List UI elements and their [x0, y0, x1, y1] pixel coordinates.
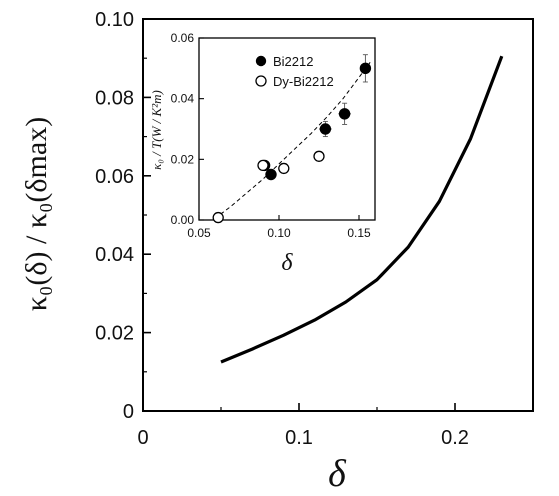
inset-fit-line	[214, 62, 371, 219]
dy-bi2212-point	[212, 211, 224, 224]
main-y-tick-label: 0	[123, 401, 134, 423]
inset-xlabel: δ	[281, 250, 293, 276]
bi2212-point	[359, 62, 372, 75]
main-y-tick-label: 0.02	[95, 323, 134, 345]
dy-bi2212-point	[278, 162, 290, 175]
inset-ylabel: κ₀ / T(W / K²m)	[149, 90, 164, 170]
dy-bi2212-point	[257, 159, 269, 172]
legend-marker-dy-bi2212	[255, 75, 267, 87]
main-x-tick-label: 0	[137, 427, 148, 449]
main-y-tick-label: 0.08	[95, 87, 134, 109]
inset-y-tick-label: 0.02	[171, 152, 195, 166]
inset-fit	[214, 62, 371, 219]
legend-label-bi2212: Bi2212	[273, 54, 313, 69]
inset-x-tick-label: 0.10	[267, 226, 291, 240]
main-plot: 0 0.1 0.2 0 0.02 0.04 0.06 0.08 0.10 δ κ₀(δ) / κ…	[20, 9, 534, 495]
inset-y-tick-label: 0.04	[171, 92, 195, 106]
main-series-line	[220, 55, 504, 364]
main-y-tick-label: 0.10	[95, 9, 134, 31]
legend-label-dy-bi2212: Dy-Bi2212	[273, 74, 334, 89]
inset-ticks: 0.05 0.10 0.15 0.00 0.02 0.04 0.06	[171, 31, 371, 240]
main-ylabel: κ₀(δ) / κ₀(δmax)	[20, 117, 53, 311]
inset-plot: 0.05 0.10 0.15 0.00 0.02 0.04 0.06 Bi2212 Dy-B…	[149, 31, 376, 276]
legend-marker-bi2212	[255, 55, 267, 67]
main-xlabel: δ	[328, 453, 347, 495]
main-y-tick-label: 0.04	[95, 244, 134, 266]
main-series	[220, 55, 504, 364]
bi2212-point	[319, 123, 332, 135]
bi2212-point	[338, 108, 351, 120]
inset-series	[212, 54, 372, 224]
inset-x-tick-label: 0.15	[347, 226, 371, 240]
bi2212-point	[265, 168, 277, 181]
main-ticks: 0 0.1 0.2 0 0.02 0.04 0.06 0.08 0.10	[95, 9, 469, 449]
inset-y-tick-label: 0.06	[171, 31, 195, 45]
inset-x-tick-label: 0.05	[187, 226, 211, 240]
inset-y-tick-label: 0.00	[171, 213, 195, 227]
inset-plot-frame	[198, 37, 376, 221]
dy-bi2212-point	[313, 150, 325, 162]
main-x-tick-label: 0.1	[285, 427, 313, 449]
main-x-tick-label: 0.2	[441, 427, 469, 449]
main-y-tick-label: 0.06	[95, 166, 134, 188]
inset-legend: Bi2212 Dy-Bi2212	[255, 54, 334, 89]
